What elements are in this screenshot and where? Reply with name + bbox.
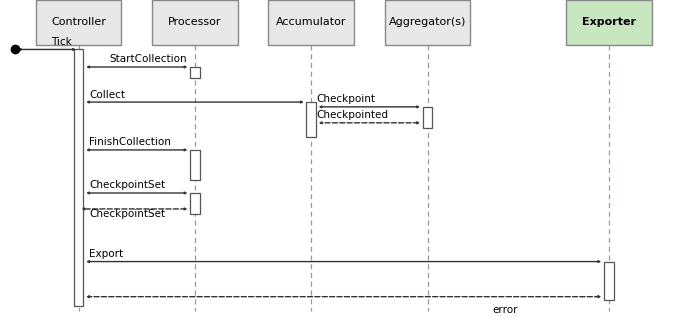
Text: Export: Export [89,249,123,259]
Text: Checkpoint: Checkpoint [317,94,376,104]
Bar [268,0,354,45]
Bar [423,107,432,128]
Text: FinishCollection: FinishCollection [89,137,171,147]
Text: Aggregator(s): Aggregator(s) [389,17,466,27]
Text: CheckpointSet: CheckpointSet [89,209,165,219]
Text: Exporter: Exporter [582,17,635,27]
Bar [190,193,200,214]
Text: error: error [492,305,518,315]
Bar [74,49,83,306]
Text: Checkpointed: Checkpointed [317,110,389,120]
Bar [566,0,651,45]
Bar [190,67,200,78]
Bar [190,150,200,180]
Bar [306,102,316,137]
Text: CheckpointSet: CheckpointSet [89,181,165,190]
Bar [604,262,614,300]
Bar [384,0,471,45]
Text: Tick: Tick [51,37,72,47]
Bar [36,0,122,45]
Text: Accumulator: Accumulator [276,17,347,27]
Text: Collect: Collect [89,90,125,100]
Text: Controller: Controller [51,17,106,27]
Text: Processor: Processor [168,17,222,27]
Bar [152,0,237,45]
Text: StartCollection: StartCollection [109,55,187,64]
